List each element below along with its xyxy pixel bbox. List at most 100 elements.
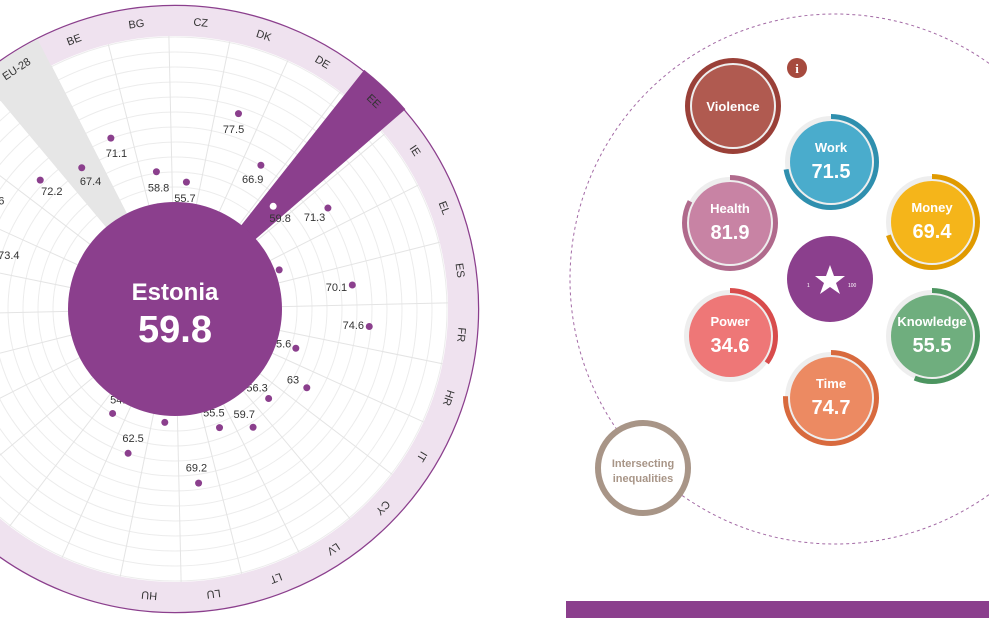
domain-label-knowledge: Knowledge [897, 314, 966, 329]
grid-ring [0, 126, 358, 492]
country-code-el[interactable]: EL [436, 200, 452, 217]
country-value-lu: 69.2 [186, 462, 207, 474]
grid-ring [52, 186, 298, 432]
domain-label-health: Health [710, 201, 750, 216]
country-dot-item-22[interactable] [109, 409, 117, 417]
domain-label-violence: Violence [706, 99, 759, 114]
country-dot-item-21[interactable] [124, 449, 132, 457]
country-value-lv: 59.7 [234, 409, 255, 421]
domains-dashed-circle [569, 13, 989, 545]
country-code-es[interactable]: ES [452, 262, 466, 278]
country-code-lu[interactable]: LU [206, 587, 222, 601]
country-value-fi: 73.4 [0, 250, 20, 262]
domain-bubble-money[interactable]: Money 69.4 [884, 174, 980, 270]
country-dot-uk[interactable] [36, 176, 44, 184]
logo-scale-min: 1 [807, 283, 810, 289]
grid-spoke [107, 44, 150, 206]
country-dot-lu[interactable] [195, 479, 203, 487]
domain-score-time: 74.7 [812, 397, 851, 419]
grid-spoke [0, 253, 71, 289]
country-value-es: 70.1 [326, 282, 347, 294]
domain-bubble-violence[interactable]: Violence [685, 58, 781, 154]
country-code-hu[interactable]: HU [141, 588, 158, 601]
grid-ring [0, 81, 403, 537]
domain-score-arc-work [783, 114, 879, 210]
radial-chart: 73.4FI83.6SE72.2UK67.4EU-2871.1BE58.8BG5… [0, 4, 480, 614]
domain-label-time: Time [816, 376, 846, 391]
country-dot-de[interactable] [257, 161, 265, 169]
domain-score-knowledge: 55.5 [913, 335, 952, 357]
grid-ring [0, 51, 433, 567]
domain-score-arc-power [682, 288, 778, 384]
grid-spoke [176, 415, 182, 582]
grid-spoke [259, 373, 393, 475]
country-value-it: 63 [287, 375, 299, 387]
grid-spoke [223, 404, 300, 553]
selected-country-sector[interactable] [238, 69, 406, 243]
country-dot-cy[interactable] [265, 395, 273, 403]
domain-core-violence [692, 65, 774, 147]
country-code-bg[interactable]: BG [128, 18, 145, 32]
grid-spoke [61, 406, 132, 558]
country-dot-lv[interactable] [249, 423, 257, 431]
country-dot-ee[interactable] [269, 202, 277, 210]
info-button[interactable]: i [787, 58, 807, 78]
country-value-uk: 72.2 [41, 186, 62, 198]
bottom-bar [566, 601, 989, 618]
grid-ring [22, 156, 328, 462]
grid-spoke [0, 310, 69, 316]
country-dot-hr[interactable] [292, 344, 300, 352]
domain-core-knowledge [891, 295, 973, 377]
country-dot-el[interactable] [275, 266, 283, 274]
domain-bubble-health[interactable]: Health 81.9 [682, 175, 778, 271]
country-value-ee: 59.8 [269, 213, 290, 225]
country-dot-es[interactable] [348, 281, 356, 289]
country-dot-bg[interactable] [152, 168, 160, 176]
country-code-fr[interactable]: FR [454, 327, 467, 343]
country-code-lt[interactable]: LT [268, 570, 284, 586]
country-value-eu-28: 67.4 [80, 176, 101, 188]
grid-spoke [0, 143, 91, 245]
country-value-lt: 55.5 [203, 408, 224, 420]
country-code-hr[interactable]: HR [440, 388, 456, 407]
domain-bubble-work[interactable]: Work 71.5 [783, 114, 879, 210]
country-code-dk[interactable]: DK [255, 28, 274, 44]
country-dot-it[interactable] [303, 384, 311, 392]
grid-spoke [9, 393, 111, 527]
grid-spoke [168, 36, 174, 203]
country-code-be[interactable]: BE [65, 32, 83, 48]
grid-spoke [200, 412, 243, 574]
country-dot-fr[interactable] [365, 322, 373, 330]
grid-ring [7, 141, 343, 477]
intersecting-inequalities-button[interactable]: Intersecting inequalities [595, 420, 691, 516]
country-dot-dk[interactable] [234, 110, 242, 118]
country-dot-be[interactable] [107, 134, 115, 142]
country-dot-eu-28[interactable] [78, 164, 86, 172]
country-dot-lt[interactable] [216, 424, 224, 432]
grid-ring [37, 171, 313, 447]
domain-score-arc-knowledge [884, 288, 980, 384]
domain-score-work: 71.5 [812, 161, 851, 183]
center-logo[interactable]: 1 100 [787, 236, 873, 322]
domain-bubble-knowledge[interactable]: Knowledge 55.5 [884, 288, 980, 384]
country-value-dk: 77.5 [223, 124, 244, 136]
country-dot-ie[interactable] [324, 204, 332, 212]
country-dot-hu[interactable] [161, 418, 169, 426]
domain-bubble-power[interactable]: Power 34.6 [682, 288, 778, 384]
country-code-cz[interactable]: CZ [193, 17, 209, 30]
grid-spoke [0, 357, 80, 434]
grid-ring [0, 111, 373, 507]
domain-label-work: Work [815, 140, 848, 155]
selected-country-value: 59.8 [138, 309, 212, 351]
domain-bubble-time[interactable]: Time 74.7 [783, 350, 879, 446]
domain-core-power [689, 295, 771, 377]
country-value-bg: 58.8 [148, 183, 169, 195]
intersecting-label-line1: Intersecting [612, 458, 674, 470]
country-dot-cz[interactable] [182, 178, 190, 186]
country-code-band [0, 6, 478, 612]
domain-score-arc-health [682, 175, 778, 271]
grid-spoke [278, 241, 440, 284]
grid-ring [0, 66, 418, 552]
grid-spoke [0, 195, 78, 266]
